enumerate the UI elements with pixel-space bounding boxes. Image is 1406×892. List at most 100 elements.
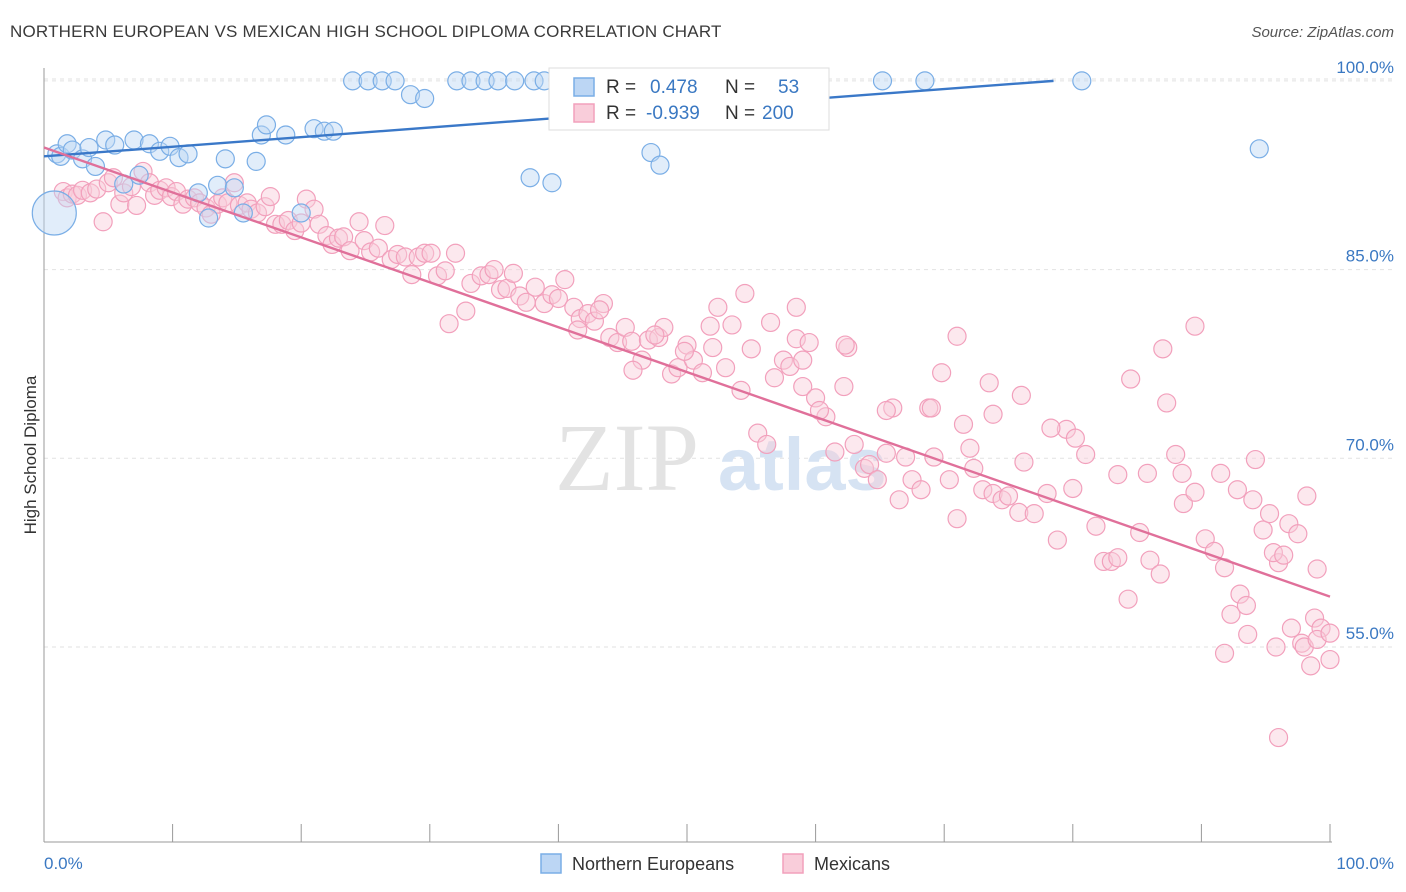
mexicans-point-4 — [72, 180, 93, 200]
mexicans-point-129 — [932, 363, 952, 383]
mexicans-point-146 — [1086, 516, 1106, 536]
mexicans-point-212 — [700, 316, 720, 336]
mexicans-point-201 — [1236, 595, 1257, 616]
mexicans-point-35 — [255, 197, 275, 217]
watermark-zip: ZIP — [555, 404, 699, 511]
mexicans-point-182 — [1121, 369, 1141, 389]
mexicans-point-121 — [876, 443, 896, 463]
northern-europeans-point-37 — [415, 88, 435, 109]
mexicans-point-123 — [889, 490, 909, 510]
mexicans-point-84 — [584, 311, 605, 331]
mexicans-point-7 — [93, 212, 113, 232]
mexicans-point-170 — [1297, 486, 1317, 506]
northern-europeans-point-41 — [488, 71, 508, 91]
mexicans-point-65 — [445, 243, 466, 263]
mexicans-point-169 — [1288, 524, 1308, 544]
northern-europeans-point-28 — [291, 203, 311, 223]
mexicans-point-140 — [1024, 504, 1044, 524]
mexicans-point-138 — [1009, 502, 1029, 522]
northern-europeans-point-0 — [31, 190, 77, 236]
mexicans-point-185 — [1172, 463, 1192, 483]
mexicans-point-142 — [1047, 530, 1067, 550]
mexicans-point-139 — [1014, 452, 1034, 472]
mexicans-point-157 — [1185, 482, 1205, 502]
mexicans-point-163 — [1238, 624, 1258, 645]
mexicans-point-197 — [1320, 649, 1340, 670]
northern-europeans-point-3 — [57, 134, 77, 154]
blue-swatch — [573, 77, 595, 97]
source-label: Source: ZipAtlas.com — [1251, 24, 1394, 41]
northern-europeans-point-19 — [199, 208, 219, 228]
mexicans-point-137 — [998, 486, 1019, 506]
northern-europeans-point-26 — [256, 115, 277, 135]
northern-europeans-point-53 — [872, 71, 893, 91]
mexicans-point-214 — [645, 325, 665, 345]
mexicans-point-64 — [439, 314, 459, 334]
northern-europeans-point-39 — [461, 71, 481, 91]
mexicans-point-213 — [674, 341, 695, 361]
mexicans-point-40 — [285, 220, 305, 241]
mexicans-point-174 — [838, 337, 858, 358]
mexicans-point-117 — [844, 434, 864, 455]
mexicans-point-184 — [1153, 339, 1173, 359]
northern-europeans-point-21 — [215, 149, 235, 169]
mexicans-point-80 — [555, 270, 575, 290]
mexicans-point-76 — [525, 277, 545, 297]
mexicans-point-53 — [368, 238, 388, 258]
bottom-legend-blue-swatch — [540, 853, 562, 874]
mexicans-point-150 — [1118, 589, 1138, 609]
legend-n-value-1: 53 — [778, 77, 799, 98]
tick-labels: 100.0% 85.0% 70.0% 55.0% 0.0% 100.0% — [44, 58, 1394, 873]
mexicans-point-120 — [867, 470, 887, 490]
bottom-legend-northern-europeans: Northern Europeans — [572, 854, 734, 874]
mexicans-point-83 — [578, 304, 598, 324]
mexicans-point-89 — [622, 331, 642, 351]
mexicans-point-73 — [503, 263, 523, 283]
legend-n-value-2: 200 — [762, 103, 794, 124]
mexicans-point-61 — [421, 243, 441, 263]
mexicans-point-147 — [1094, 551, 1114, 572]
mexicans-point-110 — [786, 329, 806, 349]
mexicans-point-107 — [764, 368, 785, 388]
mexicans-point-63 — [435, 261, 455, 281]
mexicans-point-50 — [349, 212, 369, 232]
mexicans-point-128 — [924, 447, 944, 467]
mexicans-point-171 — [1304, 608, 1325, 628]
northern-europeans-point-56 — [1249, 139, 1269, 159]
mexicans-point-132 — [953, 414, 974, 434]
northern-europeans-point-42 — [505, 71, 525, 91]
mexicans-point-116 — [834, 376, 854, 397]
legend-n-label-2: N = — [725, 103, 755, 124]
mexicans-point-202 — [1266, 637, 1286, 657]
mexicans-trend-line — [43, 146, 1331, 598]
y-axis-title: High School Diploma — [21, 375, 40, 534]
mexicans-point-115 — [825, 442, 845, 462]
y-tick-label-3: 55.0% — [1346, 624, 1394, 643]
mexicans-point-98 — [692, 363, 713, 383]
mexicans-point-203 — [1307, 559, 1327, 579]
northern-europeans-point-38 — [447, 71, 467, 91]
mexicans-point-186 — [1185, 316, 1205, 336]
mexicans-point-176 — [921, 398, 941, 418]
pink-swatch — [573, 103, 595, 123]
chart-title: NORTHERN EUROPEAN VS MEXICAN HIGH SCHOOL… — [10, 22, 722, 41]
mexicans-point-22 — [178, 189, 198, 209]
mexicans-point-56 — [388, 244, 408, 265]
northern-europeans-point-31 — [323, 121, 343, 141]
mexicans-point-10 — [110, 194, 130, 214]
mexicans-point-179 — [1011, 385, 1031, 405]
mexicans-point-215 — [623, 360, 643, 380]
mexicans-point-67 — [461, 273, 481, 294]
mexicans-point-79 — [548, 288, 569, 309]
mexicans-point-60 — [415, 243, 435, 263]
mexicans-point-161 — [1221, 604, 1241, 624]
northern-europeans-point-55 — [1072, 71, 1092, 91]
y-tick-label-0: 100.0% — [1336, 58, 1394, 77]
mexicans-point-145 — [1076, 444, 1096, 465]
mexicans-point-152 — [1140, 550, 1160, 570]
northern-europeans-points — [31, 71, 1269, 236]
bottom-legend-mexicans: Mexicans — [814, 854, 890, 874]
mexicans-point-13 — [126, 195, 147, 216]
mexicans-point-54 — [375, 215, 395, 236]
